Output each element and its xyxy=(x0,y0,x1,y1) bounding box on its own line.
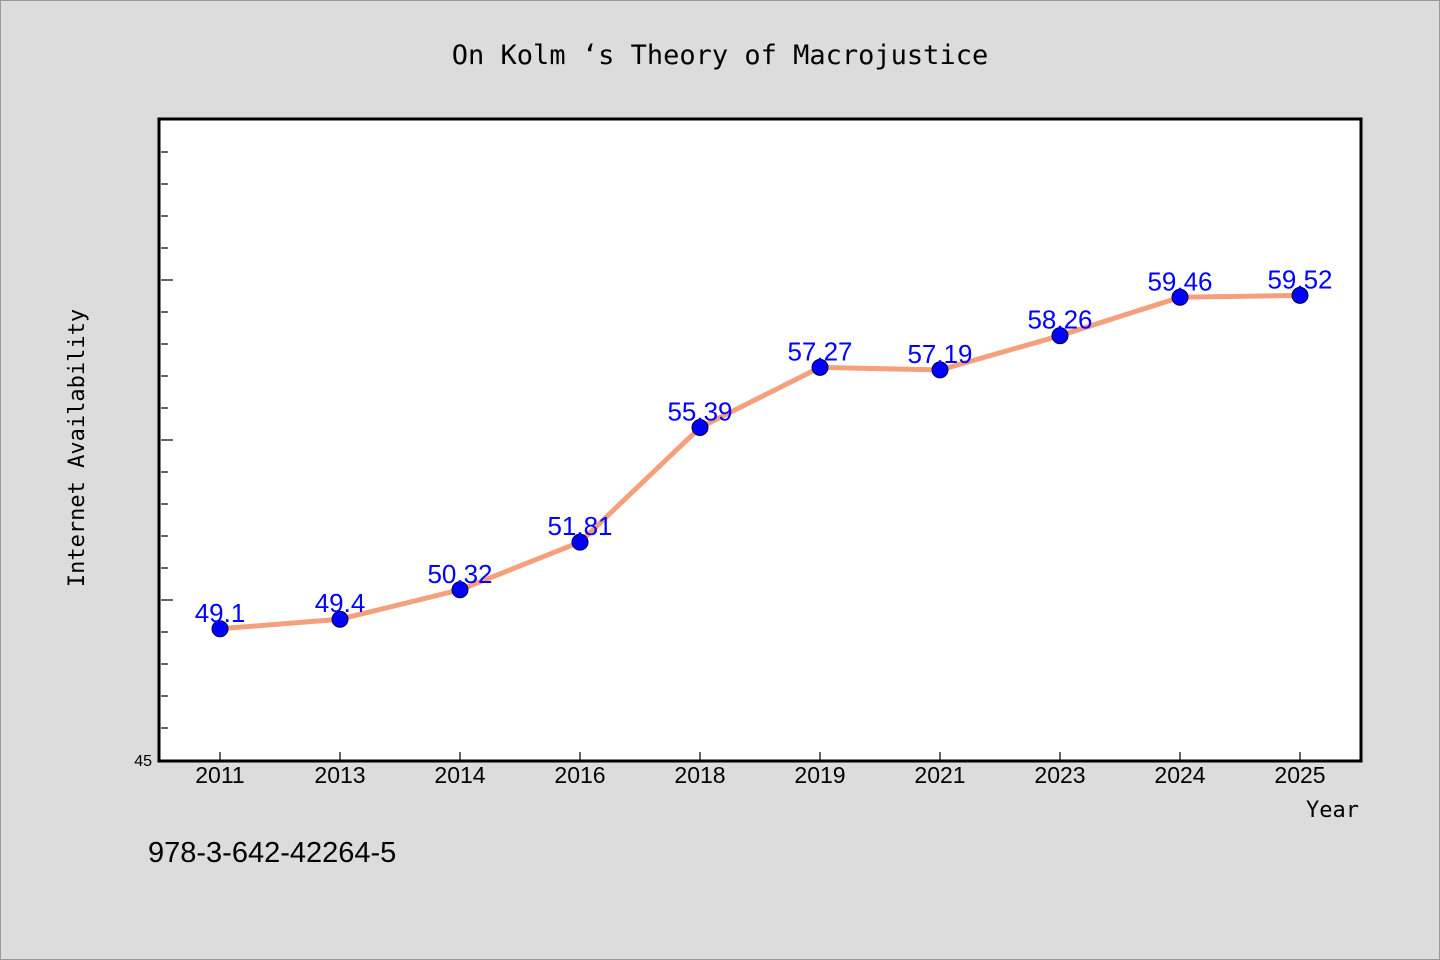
x-tick-label: 2023 xyxy=(1034,762,1085,788)
x-tick-label: 2014 xyxy=(434,762,485,788)
data-label: 58.26 xyxy=(1027,305,1092,335)
chart-title: On Kolm ‘s Theory of Macrojustice xyxy=(452,40,988,71)
x-tick-label: 2021 xyxy=(914,762,965,788)
data-label: 57.19 xyxy=(907,339,972,369)
data-label: 57.27 xyxy=(787,336,852,366)
data-point xyxy=(691,419,709,437)
data-point xyxy=(811,358,829,376)
data-label: 51.81 xyxy=(547,511,612,541)
data-label: 55.39 xyxy=(667,397,732,427)
x-tick-label: 2024 xyxy=(1154,762,1205,788)
data-point xyxy=(331,610,349,628)
x-tick-label: 2013 xyxy=(314,762,365,788)
data-point xyxy=(451,581,469,599)
series-line xyxy=(217,292,1303,632)
data-point xyxy=(931,361,949,379)
x-axis-title: Year xyxy=(1306,798,1359,823)
data-labels: 49.1 49.4 50.32 51.81 55.39 57.27 57.19 58.26 59… xyxy=(195,264,1333,627)
data-label: 50.32 xyxy=(427,559,492,589)
data-point xyxy=(1051,327,1069,345)
plot-area xyxy=(157,117,1363,763)
y-axis-ticks xyxy=(161,151,173,729)
x-axis-ticks: 2011 2013 2014 2016 2018 2019 2021 2023 2024 2025 xyxy=(195,752,1326,788)
x-tick-label: 2019 xyxy=(794,762,845,788)
data-label: 59.46 xyxy=(1147,266,1212,296)
x-tick-label: 2025 xyxy=(1274,762,1325,788)
data-point xyxy=(211,620,229,638)
y-axis-min-label: 45 xyxy=(134,753,152,770)
data-label: 49.1 xyxy=(195,598,246,628)
data-markers xyxy=(211,286,1309,638)
data-point xyxy=(571,533,589,551)
x-tick-label: 2011 xyxy=(195,762,244,788)
y-axis-title: Internet Availability xyxy=(65,309,90,587)
data-label: 49.4 xyxy=(315,588,366,618)
x-tick-label: 2018 xyxy=(674,762,725,788)
data-point xyxy=(1291,286,1309,304)
x-tick-label: 2016 xyxy=(554,762,605,788)
data-label: 59.52 xyxy=(1267,264,1332,294)
data-point xyxy=(1171,288,1189,306)
isbn-annotation: 978-3-642-42264-5 xyxy=(148,837,396,869)
